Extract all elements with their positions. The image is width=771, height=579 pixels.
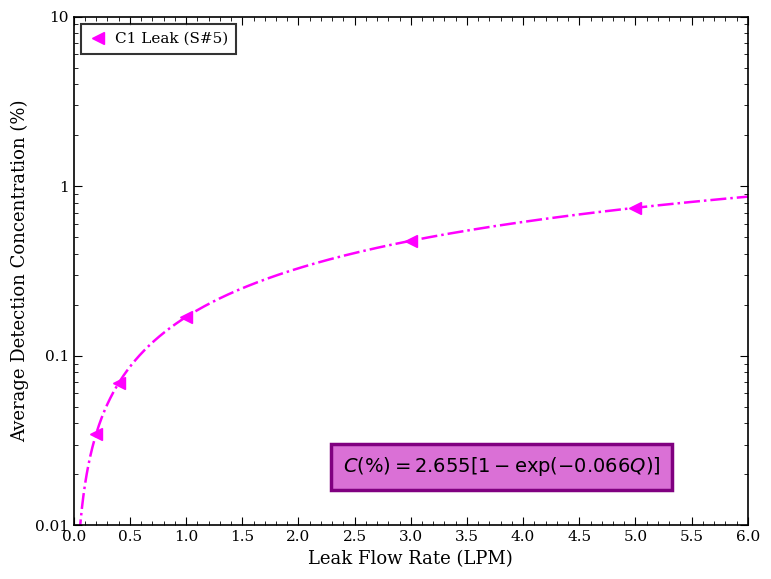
- C1 Leak (S#5): [631, 204, 640, 211]
- C1 Leak (S#5): [181, 313, 190, 320]
- X-axis label: Leak Flow Rate (LPM): Leak Flow Rate (LPM): [308, 550, 513, 568]
- Line: C1 Leak (S#5): C1 Leak (S#5): [90, 201, 641, 440]
- Legend: C1 Leak (S#5): C1 Leak (S#5): [82, 24, 236, 53]
- C1 Leak (S#5): [114, 379, 123, 386]
- C1 Leak (S#5): [92, 430, 101, 437]
- Text: $\mathit{C}(\%)=2.655\left[1-\exp(-0.066\mathit{Q})\right]$: $\mathit{C}(\%)=2.655\left[1-\exp(-0.066…: [343, 456, 661, 478]
- Y-axis label: Average Detection Concentration (%): Average Detection Concentration (%): [11, 100, 29, 442]
- C1 Leak (S#5): [406, 237, 416, 244]
